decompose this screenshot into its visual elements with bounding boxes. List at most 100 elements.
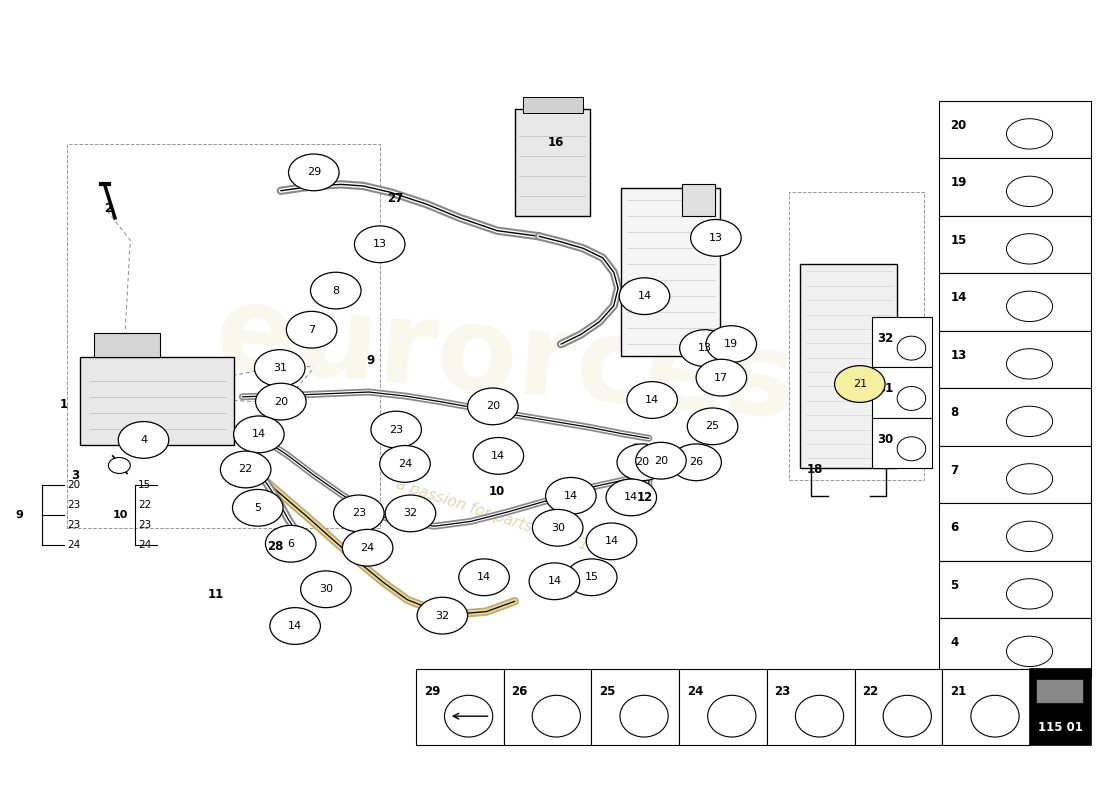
Circle shape: [342, 530, 393, 566]
Text: 24: 24: [138, 540, 152, 550]
Text: 15: 15: [138, 481, 152, 490]
Text: 20: 20: [486, 402, 499, 411]
Circle shape: [254, 350, 305, 386]
FancyBboxPatch shape: [416, 669, 504, 745]
Ellipse shape: [444, 695, 493, 737]
Text: 13: 13: [373, 239, 387, 250]
Text: 23: 23: [68, 501, 81, 510]
Circle shape: [688, 408, 738, 445]
FancyBboxPatch shape: [939, 215, 1091, 273]
FancyBboxPatch shape: [939, 388, 1091, 446]
FancyBboxPatch shape: [939, 101, 1091, 158]
Circle shape: [627, 382, 678, 418]
Text: 29: 29: [424, 686, 440, 698]
Circle shape: [835, 366, 886, 402]
Circle shape: [417, 598, 467, 634]
Text: 6: 6: [950, 522, 959, 534]
Circle shape: [459, 559, 509, 596]
Text: 17: 17: [714, 373, 728, 382]
Text: 25: 25: [705, 422, 719, 431]
Text: 14: 14: [624, 493, 638, 502]
Text: 32: 32: [404, 509, 418, 518]
FancyBboxPatch shape: [943, 669, 1030, 745]
Text: 14: 14: [564, 491, 578, 501]
FancyBboxPatch shape: [515, 109, 590, 216]
Text: 14: 14: [950, 291, 967, 304]
Text: 14: 14: [477, 572, 491, 582]
Text: 2: 2: [104, 202, 112, 215]
FancyBboxPatch shape: [80, 357, 233, 445]
Text: 23: 23: [138, 520, 152, 530]
FancyBboxPatch shape: [679, 669, 767, 745]
FancyBboxPatch shape: [767, 669, 855, 745]
Text: 21: 21: [852, 379, 867, 389]
Text: 22: 22: [138, 501, 152, 510]
Circle shape: [473, 438, 524, 474]
Text: 14: 14: [252, 430, 266, 439]
FancyBboxPatch shape: [939, 330, 1091, 388]
Text: 30: 30: [878, 433, 893, 446]
Circle shape: [636, 442, 686, 479]
Circle shape: [691, 219, 741, 256]
Ellipse shape: [795, 695, 844, 737]
Circle shape: [255, 383, 306, 420]
Text: 32: 32: [436, 610, 450, 621]
Circle shape: [109, 458, 130, 474]
Circle shape: [354, 226, 405, 262]
Text: 10: 10: [490, 486, 505, 498]
Text: 5: 5: [950, 578, 959, 592]
FancyBboxPatch shape: [855, 669, 943, 745]
Circle shape: [385, 495, 436, 532]
Text: 3: 3: [72, 469, 79, 482]
Circle shape: [232, 490, 283, 526]
Ellipse shape: [532, 695, 581, 737]
Text: 15: 15: [585, 572, 598, 582]
Text: 24: 24: [361, 542, 375, 553]
Text: 23: 23: [389, 425, 404, 434]
Circle shape: [532, 510, 583, 546]
Text: 8: 8: [332, 286, 339, 295]
Circle shape: [371, 411, 421, 448]
Ellipse shape: [1006, 636, 1053, 666]
Ellipse shape: [1006, 234, 1053, 264]
Circle shape: [606, 479, 657, 516]
FancyBboxPatch shape: [939, 618, 1091, 675]
Text: 31: 31: [878, 382, 893, 395]
Circle shape: [288, 154, 339, 190]
FancyBboxPatch shape: [939, 446, 1091, 503]
Circle shape: [270, 608, 320, 644]
Text: 1: 1: [59, 398, 67, 411]
FancyBboxPatch shape: [1030, 669, 1090, 745]
FancyBboxPatch shape: [1035, 679, 1082, 703]
Text: 5: 5: [254, 503, 262, 513]
Text: 12: 12: [637, 491, 652, 504]
Text: 32: 32: [878, 332, 893, 345]
Ellipse shape: [898, 437, 926, 461]
Text: 19: 19: [724, 339, 738, 349]
Text: 24: 24: [68, 540, 81, 550]
Text: 14: 14: [637, 291, 651, 301]
Ellipse shape: [1006, 118, 1053, 149]
Text: 30: 30: [319, 584, 333, 594]
Text: 26: 26: [512, 686, 528, 698]
Text: 23: 23: [774, 686, 791, 698]
FancyBboxPatch shape: [504, 669, 592, 745]
Text: 115 01: 115 01: [1038, 721, 1082, 734]
FancyBboxPatch shape: [939, 158, 1091, 215]
Circle shape: [265, 526, 316, 562]
Ellipse shape: [1006, 176, 1053, 206]
Text: 14: 14: [645, 395, 659, 405]
Text: 21: 21: [950, 686, 966, 698]
Text: 25: 25: [600, 686, 616, 698]
Circle shape: [586, 523, 637, 560]
Circle shape: [118, 422, 168, 458]
Text: 31: 31: [273, 363, 287, 373]
FancyBboxPatch shape: [939, 561, 1091, 618]
FancyBboxPatch shape: [872, 367, 933, 418]
Text: 7: 7: [308, 325, 316, 334]
Ellipse shape: [898, 336, 926, 360]
Circle shape: [300, 571, 351, 608]
Text: 8: 8: [950, 406, 959, 419]
Text: 27: 27: [387, 192, 404, 206]
Ellipse shape: [707, 695, 756, 737]
